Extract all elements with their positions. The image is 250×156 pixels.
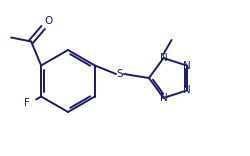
Text: N: N bbox=[159, 53, 167, 63]
Text: S: S bbox=[116, 69, 123, 79]
Text: O: O bbox=[44, 15, 52, 25]
Text: N: N bbox=[159, 93, 167, 103]
Text: F: F bbox=[24, 98, 30, 107]
Text: N: N bbox=[182, 85, 190, 95]
Text: N: N bbox=[182, 61, 190, 71]
